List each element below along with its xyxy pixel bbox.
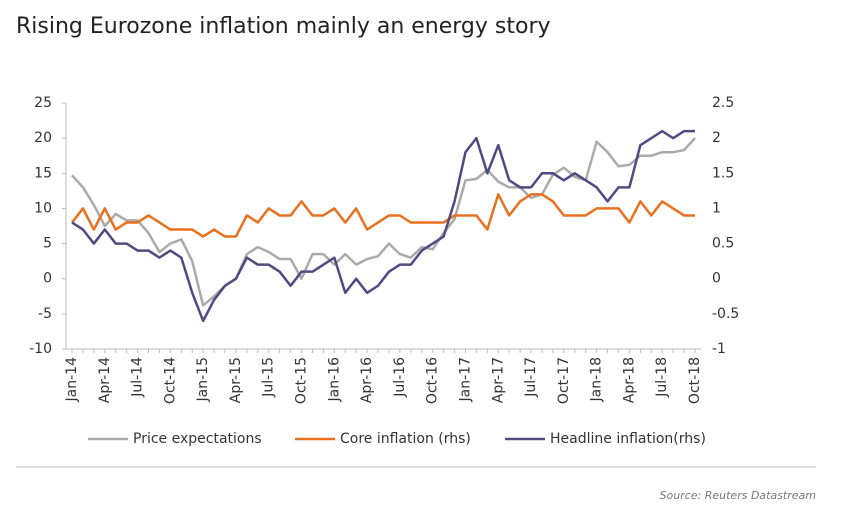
x-tick-label: Jul-18 bbox=[654, 357, 670, 398]
series-line bbox=[71, 193, 695, 238]
x-tick-label: Jan-18 bbox=[589, 357, 605, 402]
series-line bbox=[71, 129, 695, 323]
x-tick-label: Jan-14 bbox=[64, 357, 80, 403]
y2-tick-label: 0 bbox=[712, 271, 721, 287]
y2-tick-label: -0.5 bbox=[712, 306, 739, 322]
source: Source: Reuters Datastream bbox=[660, 489, 817, 502]
y-tick-label: -5 bbox=[38, 306, 52, 322]
x-tick-label: Jan-17 bbox=[457, 357, 473, 402]
y-tick-label: -10 bbox=[29, 341, 52, 357]
y-tick-label: 0 bbox=[43, 271, 52, 287]
legend-label: Headline inflation(rhs) bbox=[550, 431, 706, 447]
y-tick-label: 5 bbox=[43, 236, 52, 252]
y-tick-label: 20 bbox=[34, 130, 52, 146]
x-tick-label: Oct-17 bbox=[556, 357, 572, 404]
x-tick-label: Oct-16 bbox=[425, 357, 441, 404]
x-tick-label: Oct-14 bbox=[162, 357, 178, 404]
x-tick-label: Apr-18 bbox=[621, 357, 637, 403]
x-tick-label: Apr-14 bbox=[97, 357, 113, 403]
x-tick-label: Jan-16 bbox=[326, 357, 342, 403]
x-tick-label: Apr-15 bbox=[228, 357, 244, 403]
legend-label: Core inflation (rhs) bbox=[340, 431, 471, 447]
y2-tick-label: 2.5 bbox=[712, 95, 734, 111]
x-tick-label: Oct-15 bbox=[294, 357, 310, 404]
x-tick-label: Apr-17 bbox=[490, 357, 506, 403]
y2-tick-label: 0.5 bbox=[712, 236, 734, 252]
x-tick-label: Jul-15 bbox=[261, 357, 277, 398]
legend-label: Price expectations bbox=[133, 431, 262, 447]
y2-tick-label: 2 bbox=[712, 130, 721, 146]
y2-tick-label: -1 bbox=[712, 341, 726, 357]
x-tick-label: Jul-14 bbox=[130, 357, 146, 398]
y-tick-label: 10 bbox=[34, 200, 52, 216]
y2-tick-label: 1.5 bbox=[712, 165, 734, 181]
x-tick-label: Oct-18 bbox=[687, 357, 703, 404]
y2-tick-label: 1 bbox=[712, 200, 721, 216]
x-tick-label: Jul-16 bbox=[392, 357, 408, 398]
chart-title: Rising Eurozone inflation mainly an ener… bbox=[16, 14, 551, 39]
y-tick-label: 25 bbox=[34, 95, 52, 111]
series-line bbox=[71, 137, 696, 307]
x-tick-label: Jul-17 bbox=[523, 357, 539, 398]
y-tick-label: 15 bbox=[34, 165, 52, 181]
x-tick-label: Jan-15 bbox=[195, 357, 211, 402]
x-tick-label: Apr-16 bbox=[359, 357, 375, 403]
